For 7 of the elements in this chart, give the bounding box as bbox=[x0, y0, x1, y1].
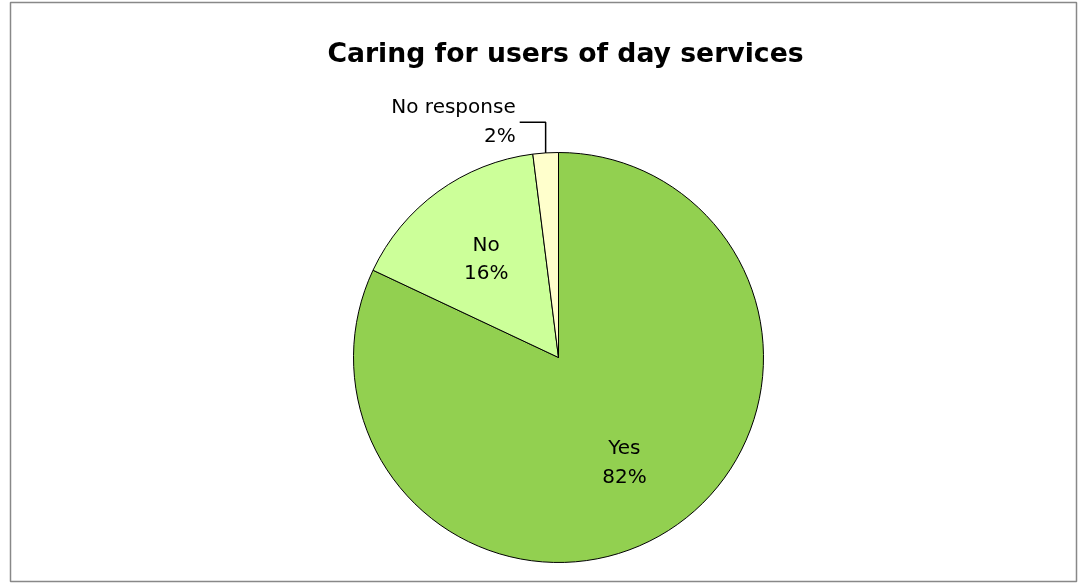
data-label: 2% bbox=[483, 122, 516, 147]
data-label: 82% bbox=[602, 463, 647, 488]
slice-label: Yes bbox=[607, 434, 641, 459]
chart-title: Caring for users of day services bbox=[327, 37, 804, 68]
slice-label: No bbox=[472, 231, 500, 256]
slice-label: No response bbox=[391, 93, 516, 118]
data-label: 16% bbox=[463, 260, 509, 285]
